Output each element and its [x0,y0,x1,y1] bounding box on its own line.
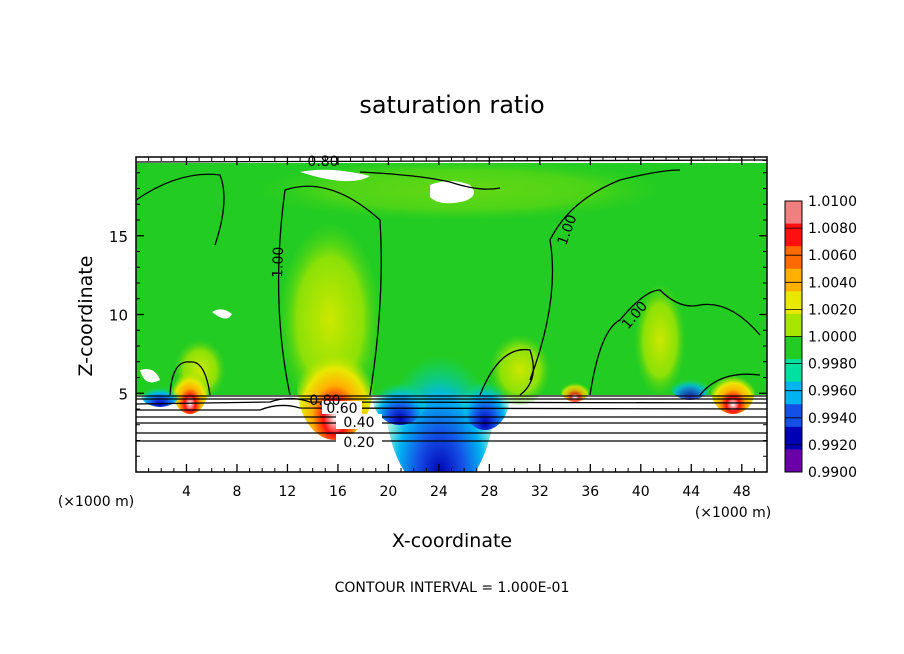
colorbar-label: 0.9980 [808,357,857,373]
y-tick-label: 5 [118,385,128,403]
colorbar-swatch [785,359,802,383]
colorbar-swatch [785,246,802,270]
colorbar-swatch [785,449,802,473]
x-axis-label: X-coordinate [392,530,512,552]
colorbar-swatch [785,381,802,405]
colorbar: 1.0100 1.0080 1.0060 1.0040 1.0020 1.0000 0.99… [784,194,857,481]
x-tick-label: 48 [733,484,751,500]
heatmap-field [136,157,767,472]
contour-label-060: 0.60 [326,401,357,417]
y-tick-label: 15 [109,228,128,246]
contour-label-080-top: 0.80 [307,154,338,170]
y-axis: 5 10 15 [109,172,767,457]
x-unit-right: (×1000 m) [695,505,771,521]
x-axis: 4 8 12 16 20 24 28 32 36 40 44 48 [148,157,755,500]
x-tick-label: 28 [480,484,498,500]
colorbar-label: 1.0060 [808,248,857,264]
x-tick-label: 16 [329,484,347,500]
contour-label-020: 0.20 [343,435,374,451]
x-tick-label: 32 [531,484,549,500]
contour-labels: 0.20 0.40 0.60 0.80 1.00 1.00 1.00 0.80 [270,154,651,451]
colorbar-swatch [785,291,802,315]
y-tick-label: 10 [109,307,128,325]
x-tick-label: 24 [430,484,448,500]
colorbar-label: 0.9900 [808,465,857,481]
x-tick-label: 40 [632,484,650,500]
contour-label-040: 0.40 [343,415,374,431]
colorbar-label: 1.0000 [808,330,857,346]
x-tick-label: 4 [182,484,191,500]
x-tick-label: 12 [279,484,297,500]
colorbar-label: 0.9940 [808,411,857,427]
colorbar-swatch [785,223,802,247]
colorbar-swatch [785,336,802,360]
colorbar-swatch [785,404,802,428]
colorbar-label: 1.0100 [808,194,857,210]
x-unit-left: (×1000 m) [58,494,134,510]
contour-label-080: 0.80 [309,393,340,409]
x-tick-label: 20 [379,484,397,500]
colorbar-label: 1.0020 [808,302,857,318]
colorbar-swatch [785,268,802,292]
x-tick-label: 44 [682,484,700,500]
y-axis-label: Z-coordinate [75,256,97,377]
colorbar-label: 1.0040 [808,275,857,291]
contour-interval-note: CONTOUR INTERVAL = 1.000E-01 [335,580,570,596]
colorbar-swatch [785,313,802,337]
colorbar-swatch [785,201,802,225]
colorbar-label: 0.9920 [808,438,857,454]
contour-label-100-a: 1.00 [270,246,287,278]
colorbar-label: 0.9960 [808,384,857,400]
chart-title: saturation ratio [359,91,544,119]
contour-lines [136,159,767,442]
x-tick-label: 8 [232,484,241,500]
colorbar-label: 1.0080 [808,221,857,237]
x-tick-label: 36 [581,484,599,500]
colorbar-swatch [785,426,802,450]
